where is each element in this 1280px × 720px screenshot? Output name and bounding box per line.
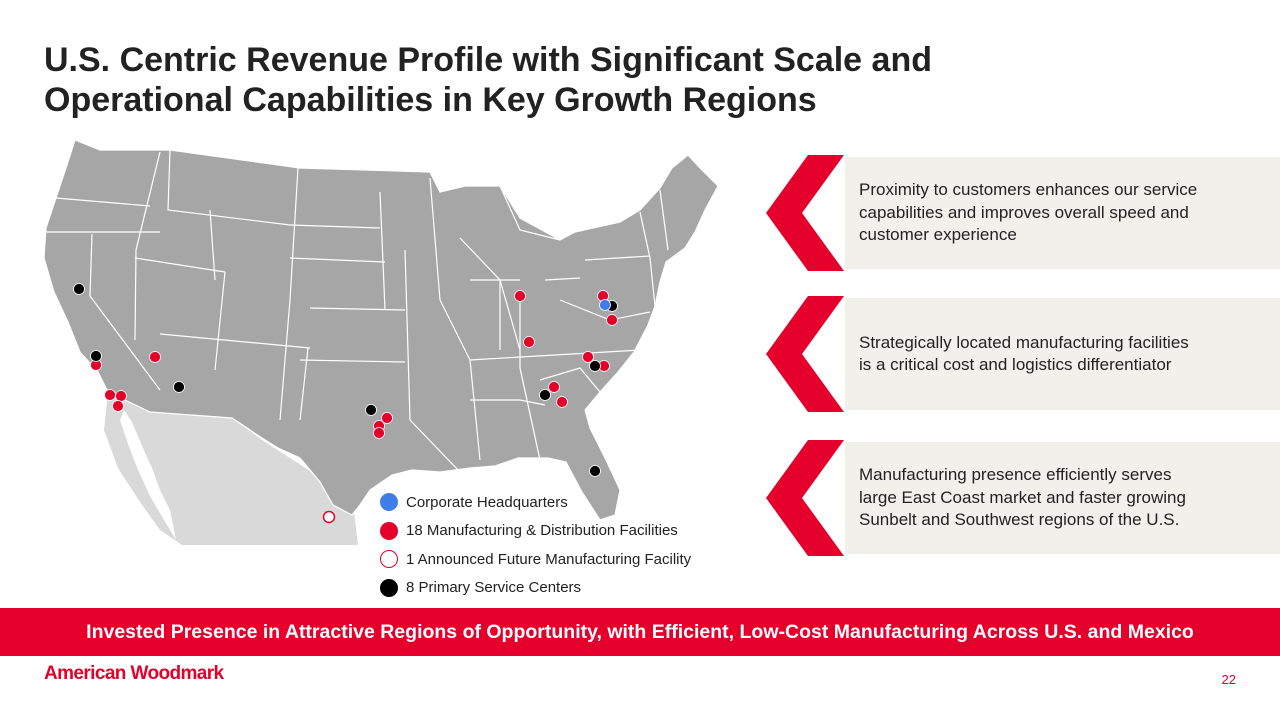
manufacturing-facility-marker — [115, 390, 127, 402]
key-point-text: Strategically located manufacturing faci… — [859, 332, 1189, 375]
us-facility-map — [43, 139, 719, 545]
legend-item-manufacturing: 18 Manufacturing & Distribution Faciliti… — [380, 517, 691, 546]
service-center-marker — [73, 283, 85, 295]
legend-label: 8 Primary Service Centers — [406, 579, 582, 597]
chevron-icon — [766, 296, 844, 412]
key-point-text: Proximity to customers enhances our serv… — [859, 180, 1198, 245]
service-center-marker — [90, 350, 102, 362]
future-facility-legend-icon — [380, 550, 398, 569]
service-center-legend-icon — [380, 578, 398, 597]
service-center-marker — [365, 404, 377, 416]
legend-item-future-facility: 1 Announced Future Manufacturing Facilit… — [380, 545, 691, 574]
manufacturing-facility-marker — [606, 314, 618, 326]
key-point-2: Strategically located manufacturing faci… — [845, 298, 1280, 410]
bottom-banner: Invested Presence in Attractive Regions … — [0, 608, 1280, 656]
legend-label: 1 Announced Future Manufacturing Facilit… — [406, 550, 692, 568]
manufacturing-facility-marker — [548, 381, 560, 393]
key-point-3: Manufacturing presence efficiently serve… — [845, 442, 1280, 554]
headquarters-marker — [599, 299, 611, 311]
manufacturing-facility-marker — [373, 427, 385, 439]
banner-text: Invested Presence in Attractive Regions … — [86, 620, 1194, 643]
page-title-line-2: Operational Capabilities in Key Growth R… — [44, 81, 817, 119]
manufacturing-facility-marker — [381, 412, 393, 424]
manufacturing-facility-marker — [514, 290, 526, 302]
page-title: U.S. Centric Revenue Profile with Signif… — [44, 40, 1144, 120]
gulf-of-california — [120, 410, 176, 540]
manufacturing-facility-marker — [556, 396, 568, 408]
chevron-icon — [766, 440, 844, 556]
legend-label: Corporate Headquarters — [406, 493, 568, 511]
company-logo: American Woodmark — [44, 663, 224, 684]
service-center-marker — [589, 465, 601, 477]
manufacturing-facility-marker — [523, 336, 535, 348]
headquarters-legend-icon — [380, 493, 398, 512]
manufacturing-facility-marker — [112, 400, 124, 412]
manufacturing-facility-marker — [149, 351, 161, 363]
manufacturing-facility-marker — [582, 351, 594, 363]
future-facility-marker — [322, 510, 336, 524]
service-center-marker — [539, 389, 551, 401]
key-point-text: Manufacturing presence efficiently serve… — [859, 465, 1186, 530]
chevron-icon — [766, 155, 844, 271]
state-borders — [46, 149, 669, 473]
manufacturing-facility-marker — [104, 389, 116, 401]
page-title-line-1: U.S. Centric Revenue Profile with Signif… — [44, 41, 932, 79]
manufacturing-legend-icon — [380, 521, 398, 540]
legend-label: 18 Manufacturing & Distribution Faciliti… — [406, 522, 678, 540]
service-center-marker — [173, 381, 185, 393]
map-legend: Corporate Headquarters 18 Manufacturing … — [380, 488, 691, 602]
legend-item-headquarters: Corporate Headquarters — [380, 488, 691, 517]
legend-item-service-center: 8 Primary Service Centers — [380, 574, 691, 603]
service-center-marker — [589, 360, 601, 372]
key-point-1: Proximity to customers enhances our serv… — [845, 157, 1280, 269]
page-number: 22 — [1221, 672, 1236, 687]
us-landmass — [43, 139, 719, 521]
